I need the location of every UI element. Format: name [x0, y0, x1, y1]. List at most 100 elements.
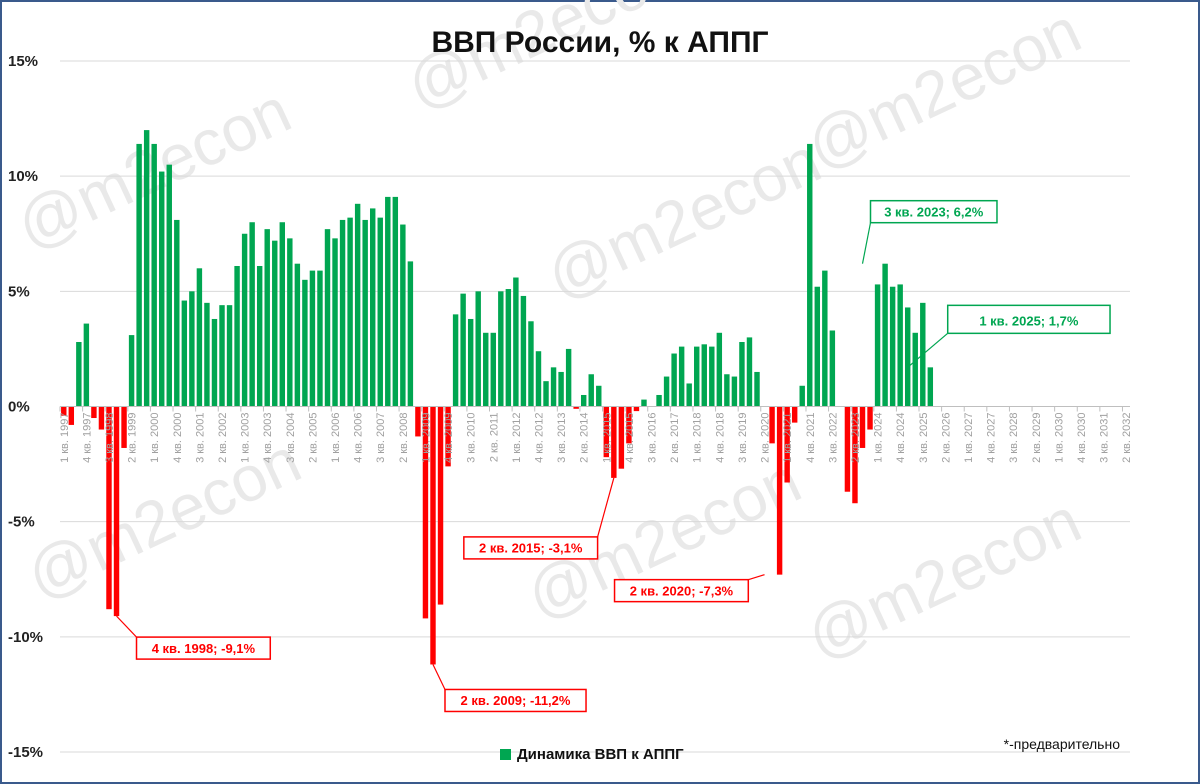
bar: [520, 295, 527, 407]
annotation-box: [869, 199, 998, 224]
x-tick-label: 1 кв. 2024: [873, 413, 885, 463]
bar: [76, 342, 82, 407]
bar: [746, 337, 753, 407]
annotation-leader: [597, 477, 615, 538]
bar: [68, 406, 75, 425]
y-tick-label: 10%: [8, 168, 38, 185]
footnote: *-предварительно: [1003, 736, 1120, 752]
bar: [490, 332, 496, 407]
bar: [904, 307, 911, 407]
watermark: @m2econ: [535, 124, 831, 313]
x-tick-label: 4 кв. 2021: [805, 413, 817, 463]
x-tick-label: 3 кв. 2031: [1099, 413, 1111, 463]
bar: [392, 196, 399, 407]
bar: [279, 222, 286, 407]
bar: [859, 406, 866, 448]
bar: [927, 367, 934, 407]
bar: [272, 240, 278, 407]
bar: [151, 143, 157, 407]
bar: [309, 270, 316, 407]
bar: [550, 367, 557, 407]
bar: [912, 332, 918, 407]
bar: [422, 406, 429, 619]
x-tick-label: 4 кв. 2015: [624, 413, 636, 463]
x-tick-label: 1 кв. 2027: [963, 413, 975, 463]
bar: [678, 346, 685, 407]
bar: [61, 406, 67, 416]
annotation-label: 2 кв. 2009; -11,2%: [461, 693, 571, 708]
bar: [528, 321, 534, 407]
bar: [641, 399, 647, 407]
x-tick-label: 4 кв. 2024: [895, 413, 907, 463]
annotation-leader: [748, 574, 765, 581]
bar: [249, 222, 255, 407]
bar: [784, 406, 790, 483]
y-tick-label: 15%: [8, 53, 38, 70]
x-tick-label: 2 кв. 2017: [669, 413, 681, 463]
bar: [264, 229, 270, 407]
bar: [354, 203, 361, 407]
bar: [324, 229, 331, 407]
bar: [701, 344, 707, 407]
x-tick-label: 1 кв. 2018: [692, 413, 704, 463]
legend: Динамика ВВП к АППГ: [500, 746, 684, 763]
bar: [618, 406, 625, 469]
x-tick-label: 2 кв. 2020: [760, 413, 772, 463]
bar: [498, 291, 504, 407]
bar: [754, 371, 760, 407]
bar: [317, 270, 323, 407]
annotation-leader: [116, 615, 137, 638]
x-tick-label: 4 кв. 2000: [172, 413, 184, 463]
bar: [128, 335, 135, 407]
legend-swatch: [500, 749, 511, 760]
annotation-label: 2 кв. 2015; -3,1%: [479, 541, 583, 556]
x-tick-label: 4 кв. 2003: [262, 413, 274, 463]
annotation-label: 4 кв. 1998; -9,1%: [152, 641, 256, 656]
x-tick-label: 4 кв. 1997: [81, 413, 93, 463]
bar: [204, 302, 210, 407]
bar: [769, 406, 775, 444]
bar: [302, 279, 308, 407]
bar: [91, 406, 97, 419]
annotation-label: 3 кв. 2023; 6,2%: [884, 204, 983, 219]
x-tick-label: 2 кв. 2002: [217, 413, 229, 463]
bar: [196, 268, 203, 407]
bar: [626, 406, 632, 444]
bar: [573, 406, 579, 409]
bar: [716, 332, 723, 407]
x-tick-label: 3 кв. 2019: [737, 413, 749, 463]
x-tick-label: 3 кв. 2013: [556, 413, 568, 463]
bar: [671, 353, 677, 407]
annotation-box: [613, 578, 750, 603]
x-tick-label: 2 кв. 2032: [1121, 413, 1133, 463]
bar: [588, 374, 594, 407]
bar: [369, 208, 376, 407]
bar: [844, 406, 851, 492]
x-tick-label: 3 кв. 2001: [194, 413, 206, 463]
bar: [686, 383, 692, 407]
bar: [513, 277, 519, 407]
bar: [234, 265, 240, 407]
x-tick-label: 1 кв. 2006: [330, 413, 342, 463]
x-tick-label: 2 кв. 2008: [398, 413, 410, 463]
x-tick-label: 2 кв. 2026: [940, 413, 952, 463]
bar: [211, 318, 218, 407]
legend-label: Динамика ВВП к АППГ: [517, 746, 684, 763]
annotation-label: 1 кв. 2025; 1,7%: [979, 313, 1078, 328]
bar: [867, 406, 873, 430]
x-tick-label: 2 кв. 1999: [127, 413, 139, 463]
bar: [799, 385, 805, 407]
bar: [113, 406, 120, 617]
x-tick-label: 1 кв. 2030: [1053, 413, 1065, 463]
y-tick-label: -10%: [8, 629, 43, 646]
bar: [98, 406, 105, 430]
bar: [159, 171, 165, 407]
x-tick-label: 4 кв. 2009: [443, 413, 455, 463]
x-tick-label: 1 кв. 2009: [420, 413, 432, 463]
annotation-box: [946, 304, 1111, 335]
x-tick-label: 1 кв. 2012: [511, 413, 523, 463]
bar: [543, 381, 549, 407]
bar: [83, 323, 90, 407]
y-tick-label: -15%: [8, 744, 43, 761]
bar: [897, 284, 903, 407]
